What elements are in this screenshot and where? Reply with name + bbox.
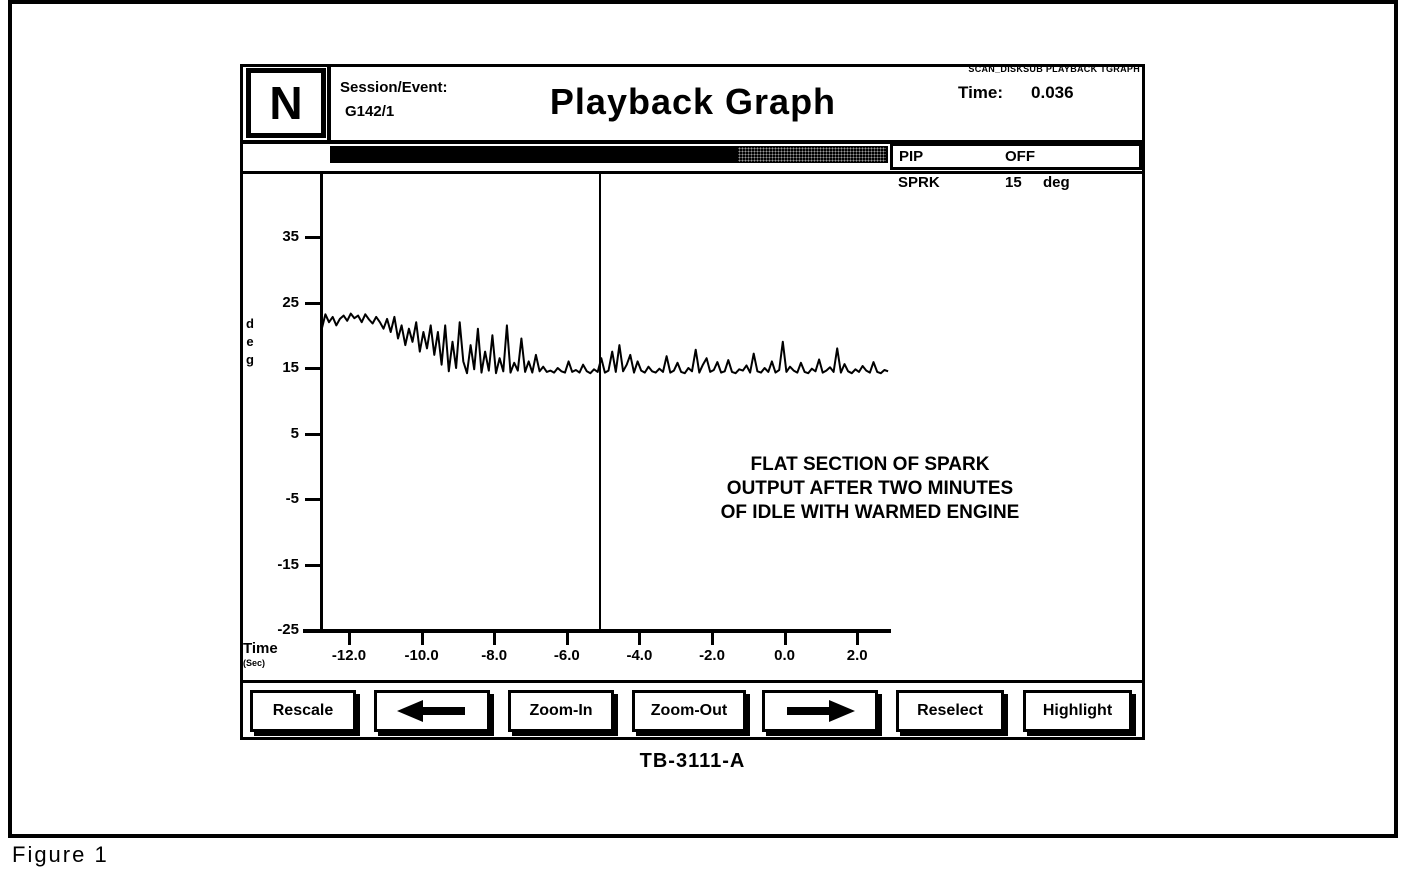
arrow-left-icon (397, 700, 465, 722)
x-tick-label: -8.0 (481, 647, 508, 664)
y-tick-label: -5 (285, 490, 299, 507)
time-readout: Time: 0.036 (958, 83, 1074, 103)
annotation-line: FLAT SECTION OF SPARK (750, 454, 990, 475)
session-label: Session/Event: (340, 79, 448, 96)
scroll-right-button[interactable] (762, 690, 878, 732)
x-axis-label: Time (Sec) (243, 641, 278, 671)
y-tick-label: 25 (282, 293, 299, 311)
sprk-label: SPRK (898, 174, 940, 191)
annotation-line: OF IDLE WITH WARMED ENGINE (720, 502, 1020, 523)
pip-value: OFF (1005, 148, 1035, 165)
ngs-logo-letter: N (269, 77, 303, 129)
x-tick-label: 2.0 (846, 647, 868, 664)
sprk-unit: deg (1043, 174, 1070, 191)
chart-footer-divider (243, 680, 1142, 683)
x-tick (638, 633, 642, 645)
x-axis-unit: (Sec) (243, 658, 266, 668)
sprk-readout: SPRK 15 deg (898, 174, 1070, 191)
session-block: Session/Event: G142/1 (340, 76, 448, 124)
y-tick-label: 5 (290, 424, 299, 442)
screen-header: N Session/Event: G142/1 Playback Graph S… (243, 64, 1142, 144)
playback-cursor-line[interactable] (599, 174, 601, 631)
highlight-button[interactable]: Highlight (1023, 690, 1132, 732)
pip-status-box: PIP OFF (890, 143, 1142, 170)
zoom-in-button[interactable]: Zoom-In (508, 690, 614, 732)
system-status-line: SCAN_DISKSUB PLAYBACK TGRAPH (968, 64, 1140, 74)
zoom-out-button[interactable]: Zoom-Out (632, 690, 746, 732)
x-tick (711, 633, 714, 645)
figure-label: Figure 1 (12, 842, 109, 867)
x-tick-label: -12.0 (331, 647, 367, 664)
ngs-logo: N (246, 68, 326, 138)
x-axis-label-text: Time (243, 640, 278, 657)
x-tick-label: -4.0 (626, 647, 653, 664)
x-tick (493, 633, 497, 645)
x-tick (856, 633, 860, 645)
playback-progress-bar[interactable] (330, 146, 888, 163)
y-tick (305, 367, 321, 370)
x-tick-label: -6.0 (553, 647, 580, 664)
x-tick (783, 633, 787, 645)
y-tick (305, 563, 321, 567)
y-tick-label: 15 (282, 359, 299, 376)
pip-label: PIP (899, 148, 924, 165)
bar-row-divider (243, 171, 1142, 174)
y-axis-spine (320, 174, 323, 632)
x-tick-label: -2.0 (699, 647, 725, 664)
playback-progress-bar-tail (738, 147, 886, 162)
arrow-right-icon (787, 700, 855, 722)
y-tick-label: -15 (277, 555, 299, 573)
figure-caption: TB-3111-A (639, 750, 746, 772)
time-label: Time: (958, 83, 1004, 102)
y-tick-label: 35 (282, 228, 299, 245)
y-tick (305, 629, 321, 632)
y-tick (305, 301, 321, 305)
y-tick (305, 432, 321, 436)
header-divider (327, 67, 331, 140)
x-tick-label: 0.0 (774, 647, 796, 664)
reselect-button[interactable]: Reselect (896, 690, 1004, 732)
x-tick-label: -10.0 (404, 647, 439, 664)
rescale-button[interactable]: Rescale (250, 690, 356, 732)
y-tick (305, 498, 321, 501)
x-tick (420, 633, 424, 645)
scroll-left-button[interactable] (374, 690, 490, 732)
x-axis-line (303, 629, 891, 633)
scan-tool-screen: N Session/Event: G142/1 Playback Graph S… (240, 64, 1145, 740)
annotation-callout: FLAT SECTION OF SPARK OUTPUT AFTER TWO M… (703, 453, 1037, 525)
session-value: G142/1 (345, 103, 395, 120)
x-tick (565, 633, 569, 645)
y-tick-label: -25 (277, 621, 299, 638)
y-tick (305, 236, 321, 239)
sprk-value: 15 (1005, 174, 1022, 191)
page-title: Playback Graph (549, 81, 837, 122)
time-value: 0.036 (1031, 83, 1074, 102)
annotation-line: OUTPUT AFTER TWO MINUTES (726, 478, 1014, 499)
x-tick (348, 633, 351, 645)
